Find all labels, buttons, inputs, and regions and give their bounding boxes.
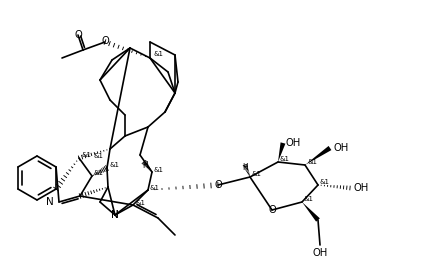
Text: &1: &1 bbox=[150, 185, 160, 191]
Text: N: N bbox=[111, 210, 119, 220]
Text: &1: &1 bbox=[252, 171, 262, 177]
Polygon shape bbox=[305, 146, 331, 165]
Text: OH: OH bbox=[333, 143, 348, 153]
Text: &1: &1 bbox=[135, 200, 145, 206]
Text: H: H bbox=[242, 163, 248, 171]
Text: OH: OH bbox=[286, 138, 301, 148]
Text: &1: &1 bbox=[94, 170, 104, 176]
Text: &1: &1 bbox=[109, 162, 119, 168]
Text: OH: OH bbox=[353, 183, 368, 193]
Polygon shape bbox=[278, 142, 285, 162]
Text: O: O bbox=[74, 30, 82, 40]
Text: O: O bbox=[101, 36, 109, 46]
Text: &1: &1 bbox=[304, 196, 314, 202]
Text: &1: &1 bbox=[320, 179, 330, 185]
Text: &1: &1 bbox=[307, 159, 317, 165]
Text: &1: &1 bbox=[154, 167, 164, 173]
Text: &1: &1 bbox=[280, 156, 290, 162]
Text: N: N bbox=[46, 197, 54, 207]
Text: O: O bbox=[268, 205, 276, 215]
Text: H: H bbox=[142, 161, 148, 169]
Text: N: N bbox=[111, 210, 119, 220]
Text: O: O bbox=[214, 180, 222, 190]
Text: &1: &1 bbox=[153, 51, 163, 57]
Text: &1: &1 bbox=[94, 153, 104, 159]
Polygon shape bbox=[302, 202, 320, 222]
Text: &1: &1 bbox=[81, 152, 91, 158]
Text: OH: OH bbox=[312, 248, 328, 258]
